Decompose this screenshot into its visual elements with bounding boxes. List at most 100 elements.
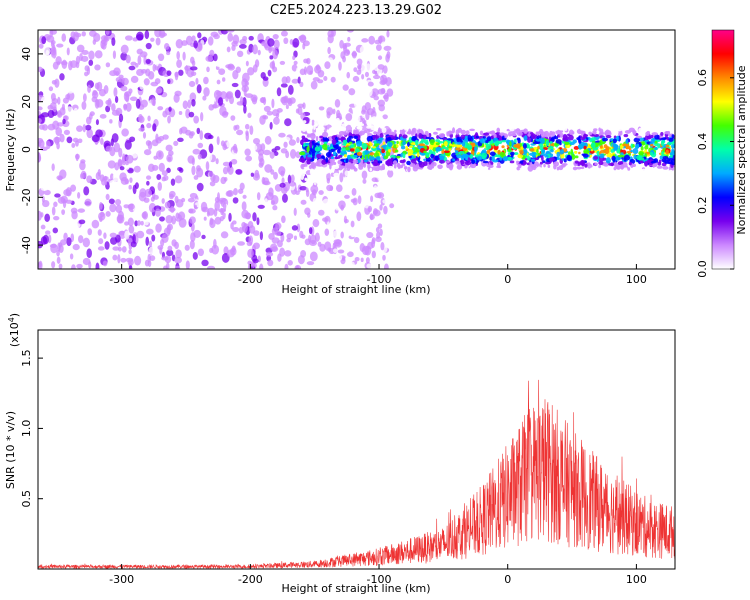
heatmap-cell: [195, 77, 199, 85]
heatmap-cell: [259, 157, 265, 167]
heatmap-cell: [602, 171, 606, 174]
heatmap-cell: [654, 146, 658, 150]
heatmap-cell: [617, 154, 624, 158]
heatmap-cell: [129, 136, 136, 143]
heatmap-cell: [388, 220, 394, 229]
heatmap-cell: [311, 156, 315, 161]
heatmap-cell: [356, 58, 363, 66]
spectrogram-x-ticks: -300 -200 -100 0 100: [109, 264, 647, 286]
heatmap-cell: [338, 130, 345, 135]
heatmap-cell: [109, 70, 118, 77]
heatmap-cell: [319, 229, 324, 238]
heatmap-cell: [188, 208, 194, 214]
heatmap-cell: [108, 90, 113, 100]
heatmap-cell: [579, 130, 586, 134]
heatmap-cell: [211, 104, 220, 109]
heatmap-cell: [70, 207, 78, 214]
heatmap-cell: [120, 257, 127, 263]
heatmap-cell: [293, 207, 297, 217]
heatmap-cell: [69, 253, 74, 260]
heatmap-cell: [222, 161, 231, 167]
heatmap-cell: [366, 125, 371, 129]
heatmap-cell: [518, 163, 522, 169]
heatmap-cell: [65, 106, 74, 116]
heatmap-cell: [164, 201, 171, 209]
heatmap-cell: [306, 261, 315, 266]
x-tick-label: -100: [367, 273, 392, 286]
heatmap-cell: [309, 119, 312, 126]
heatmap-cell: [143, 78, 150, 86]
heatmap-cell: [460, 134, 465, 139]
heatmap-cell: [617, 161, 622, 165]
heatmap-cell: [222, 111, 229, 116]
heatmap-cell: [188, 80, 196, 88]
heatmap-cell: [207, 97, 212, 106]
heatmap-cell: [366, 263, 373, 269]
heatmap-cell: [53, 201, 58, 208]
heatmap-cell: [667, 161, 674, 165]
heatmap-cell: [354, 256, 360, 262]
heatmap-cell: [267, 38, 275, 47]
heatmap-cell: [53, 136, 61, 144]
heatmap-cell: [129, 96, 138, 102]
heatmap-cell: [176, 59, 182, 68]
heatmap-cell: [427, 173, 434, 178]
heatmap-cell: [558, 123, 564, 130]
heatmap-cell: [147, 115, 151, 122]
heatmap-cell: [353, 130, 360, 135]
heatmap-cell: [287, 98, 293, 107]
heatmap-cell: [146, 228, 154, 235]
x-tick-label: -300: [109, 273, 134, 286]
heatmap-cell: [438, 133, 446, 138]
heatmap-cell: [599, 153, 605, 159]
heatmap-cell: [553, 161, 560, 167]
heatmap-cell: [318, 190, 324, 195]
heatmap-cell: [140, 99, 148, 108]
heatmap-cell: [484, 173, 489, 177]
heatmap-cell: [366, 231, 374, 239]
heatmap-cell: [507, 156, 512, 161]
heatmap-cell: [230, 158, 238, 165]
heatmap-cell: [138, 127, 145, 132]
colorbar-tick-label: 0.0: [696, 260, 709, 278]
heatmap-cell: [388, 118, 395, 121]
heatmap-cell: [426, 171, 430, 175]
heatmap-cell: [471, 159, 476, 165]
heatmap-cell: [107, 160, 116, 169]
heatmap-cell: [296, 136, 300, 144]
heatmap-cell: [501, 145, 505, 149]
heatmap-cell: [196, 84, 202, 94]
heatmap-cell: [327, 247, 332, 252]
heatmap-cell: [63, 129, 71, 136]
heatmap-cell: [475, 122, 479, 125]
heatmap-cell: [415, 139, 419, 146]
heatmap-cell: [200, 111, 204, 122]
heatmap-cell: [245, 131, 249, 142]
heatmap-cell: [418, 178, 422, 181]
heatmap-cell: [455, 160, 461, 165]
heatmap-cell: [449, 133, 453, 138]
heatmap-cell: [328, 162, 334, 166]
heatmap-cell: [86, 175, 93, 184]
heatmap-cell: [543, 123, 549, 128]
heatmap-cell: [174, 175, 183, 184]
heatmap-cell: [295, 190, 300, 196]
heatmap-cell: [122, 262, 129, 269]
heatmap-cell: [365, 63, 371, 73]
heatmap-cell: [581, 169, 586, 175]
heatmap-cell: [330, 76, 336, 83]
heatmap-cell: [185, 108, 191, 119]
heatmap-cell: [185, 35, 193, 46]
heatmap-cell: [522, 143, 527, 150]
heatmap-cell: [73, 107, 79, 117]
heatmap-cell: [576, 111, 582, 116]
heatmap-cell: [128, 265, 133, 269]
heatmap-cell: [241, 201, 247, 211]
heatmap-cell: [74, 32, 82, 38]
heatmap-cell: [475, 160, 479, 164]
heatmap-cell: [641, 123, 647, 128]
heatmap-cell: [289, 180, 296, 187]
heatmap-cell: [305, 187, 309, 193]
heatmap-cell: [474, 173, 479, 179]
heatmap-cell: [394, 149, 399, 153]
